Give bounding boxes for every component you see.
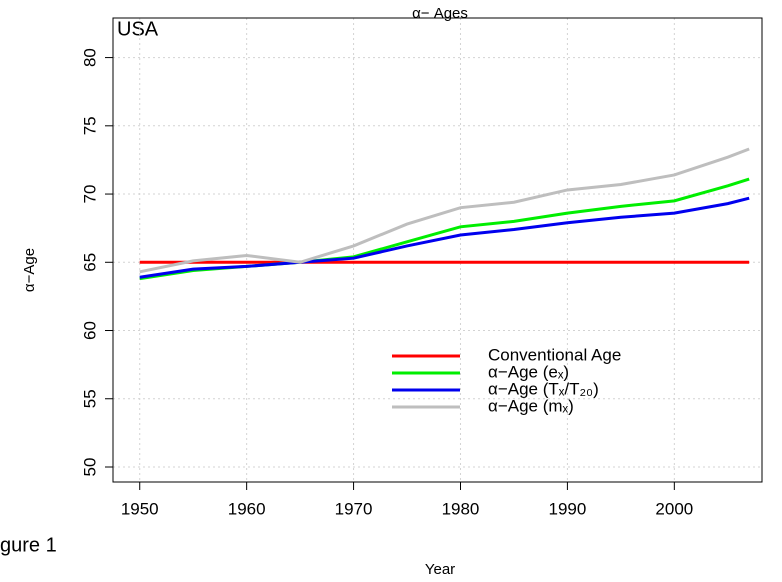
y-tick-label: 70 [80, 185, 99, 204]
y-axis-label: α−Age [21, 248, 38, 292]
y-tick-label: 65 [80, 253, 99, 272]
chart-title: α− Ages [412, 5, 468, 22]
y-tick-label: 80 [80, 48, 99, 67]
y-tick-label: 55 [80, 389, 99, 408]
y-tick-label: 50 [80, 458, 99, 477]
legend-label: α−Age (mₓ) [488, 396, 574, 415]
series-line [139, 196, 750, 279]
series-line [139, 147, 750, 274]
legend-label: Conventional Age [488, 345, 621, 364]
y-tick-label: 75 [80, 116, 99, 135]
x-tick-label: 2000 [655, 499, 693, 518]
x-tick-label: 1960 [228, 499, 266, 518]
plot-frame [112, 17, 763, 483]
caption: gure 1 [0, 534, 57, 556]
subtitle: USA [117, 18, 159, 40]
legend-label: α−Age (eₓ) [488, 362, 569, 381]
y-tick-label: 60 [80, 321, 99, 340]
x-tick-label: 1990 [548, 499, 586, 518]
legend-label: α−Age (Tₓ/T₂₀) [488, 379, 599, 398]
x-tick-label: 1970 [335, 499, 373, 518]
x-axis-label: Year [425, 561, 455, 578]
x-tick-label: 1980 [442, 499, 480, 518]
x-tick-label: 1950 [121, 499, 159, 518]
